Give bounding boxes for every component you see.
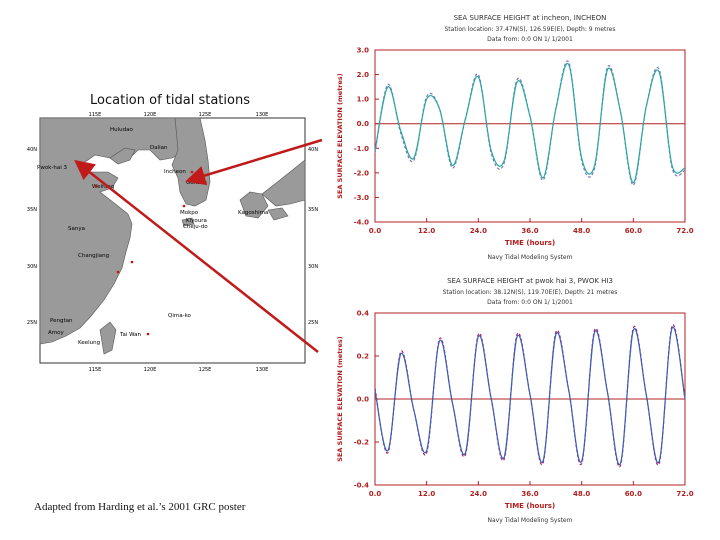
lat-label: 25N [308, 320, 318, 326]
lat-label: 40N [27, 147, 37, 153]
chart-date: Data from: 0:0 ON 1/ 1/2001 [487, 36, 573, 43]
y-tick-label: 3.0 [357, 47, 370, 55]
lon-label: 115E [89, 367, 102, 373]
chart-subtitle: Station location: 38.12N(S), 119.70E(E),… [443, 289, 618, 296]
x-tick-label: 0.0 [369, 490, 382, 498]
chart-footer: Navy Tidal Modeling System [488, 254, 573, 261]
station-marker [94, 184, 98, 188]
station-label: Huludao [110, 127, 133, 133]
chart-footer: Navy Tidal Modeling System [488, 517, 573, 524]
x-tick-label: 12.0 [418, 490, 435, 498]
station-marker [190, 170, 194, 174]
lon-label: 120E [144, 112, 157, 118]
chart-subtitle: Station location: 37.47N(S), 126.59E(E),… [445, 26, 616, 33]
lat-label: 30N [308, 264, 318, 270]
x-tick-label: 12.0 [418, 227, 435, 235]
station-label: Pengtan [50, 318, 73, 324]
lon-label: 115E [89, 112, 102, 118]
y-tick-label: -4.0 [354, 219, 369, 227]
x-tick-label: 48.0 [573, 490, 590, 498]
chart-title: SEA SURFACE HEIGHT at pwok hai 3, PWOK H… [447, 277, 613, 285]
station-label: Mokpo [180, 210, 199, 216]
map-lon-labels-top: 115E 120E 125E 130E [89, 112, 269, 118]
station-label: Gunsan [186, 180, 207, 186]
caption: Adapted from Harding et al.’s 2001 GRC p… [34, 501, 246, 513]
station-label: Cheju-do [183, 224, 208, 230]
station-label: Keelung [78, 340, 100, 346]
series-line-model [374, 326, 686, 466]
lon-label: 125E [199, 112, 212, 118]
y-tick-label: -1.0 [354, 145, 369, 153]
x-tick-label: 24.0 [470, 227, 487, 235]
station-label: Sanya [68, 226, 85, 232]
lon-label: 130E [256, 367, 269, 373]
y-tick-label: -0.2 [354, 439, 369, 447]
station-label: Pwok-hai 3 [37, 165, 67, 171]
x-axis-label: TIME (hours) [505, 239, 555, 247]
y-tick-label: 0.0 [357, 120, 370, 128]
station-label: Incheon [164, 169, 186, 175]
station-label: Tai Wan [119, 332, 142, 338]
station-label: Kiyoura [186, 218, 207, 224]
station-marker [78, 164, 82, 168]
x-tick-label: 36.0 [521, 490, 538, 498]
x-tick-label: 72.0 [676, 490, 693, 498]
y-tick-label: 2.0 [357, 71, 370, 79]
x-tick-label: 0.0 [369, 227, 382, 235]
chart-title: SEA SURFACE HEIGHT at incheon, INCHEON [454, 14, 607, 22]
pwok-hai-tide-chart: SEA SURFACE HEIGHT at pwok hai 3, PWOK H… [336, 277, 694, 524]
lat-label: 35N [27, 207, 37, 213]
y-tick-label: -2.0 [354, 169, 369, 177]
lat-label: 40N [308, 147, 318, 153]
y-axis-label: SEA SURFACE ELEVATION (metres) [336, 73, 344, 199]
lon-label: 125E [199, 367, 212, 373]
station-label: Changjiang [78, 253, 109, 259]
lat-label: 25N [27, 320, 37, 326]
map-lon-labels-bottom: 115E 120E 125E 130E [89, 367, 269, 373]
x-tick-label: 36.0 [521, 227, 538, 235]
y-axis-label: SEA SURFACE ELEVATION (metres) [336, 336, 344, 462]
x-tick-label: 24.0 [470, 490, 487, 498]
lat-label: 35N [308, 207, 318, 213]
lat-label: 30N [27, 264, 37, 270]
chart-date: Data from: 0:0 ON 1/ 1/2001 [487, 299, 573, 306]
lon-label: 130E [256, 112, 269, 118]
station-marker [116, 270, 120, 274]
x-tick-label: 48.0 [573, 227, 590, 235]
x-tick-label: 60.0 [625, 490, 642, 498]
y-tick-label: 0.4 [357, 310, 370, 318]
station-label: Amoy [48, 330, 64, 336]
y-tick-label: -3.0 [354, 194, 369, 202]
station-label: Dalian [150, 145, 168, 151]
station-label: Kagoshima [238, 210, 268, 216]
y-tick-label: 0.0 [357, 396, 370, 404]
y-tick-label: -0.4 [354, 482, 369, 490]
lon-label: 120E [144, 367, 157, 373]
tidal-stations-map: Location of tidal stations 115E 120E 125… [27, 93, 318, 373]
y-tick-label: 0.2 [357, 353, 370, 361]
plot-frame [374, 49, 686, 223]
x-tick-label: 60.0 [625, 227, 642, 235]
x-axis-label: TIME (hours) [505, 502, 555, 510]
station-marker [182, 204, 186, 208]
x-tick-label: 72.0 [676, 227, 693, 235]
map-title: Location of tidal stations [90, 93, 250, 108]
station-label: Qima-ko [168, 313, 192, 319]
y-tick-label: 1.0 [357, 96, 370, 104]
incheon-tide-chart: SEA SURFACE HEIGHT at incheon, INCHEON St… [336, 14, 694, 261]
station-marker [130, 260, 134, 264]
station-marker [146, 332, 150, 336]
series-line-model [374, 62, 686, 184]
